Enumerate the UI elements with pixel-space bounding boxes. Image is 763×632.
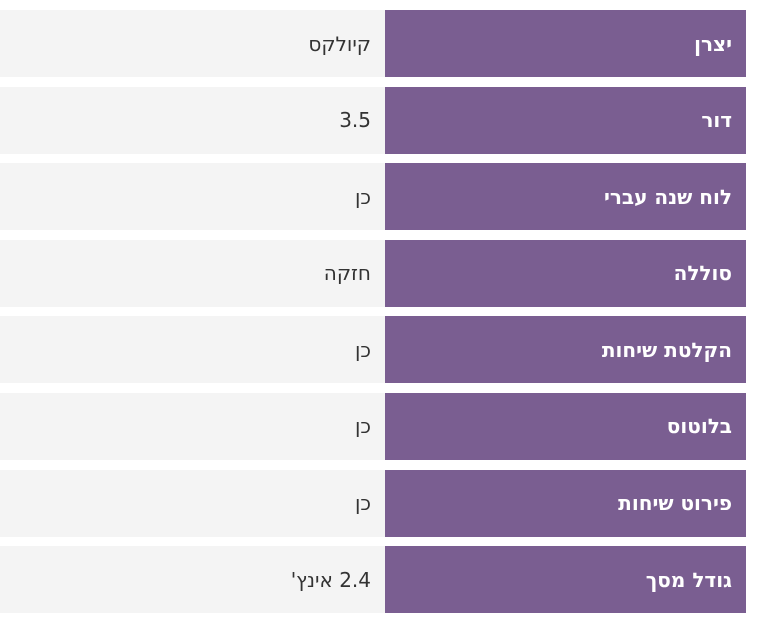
spec-label: הקלטת שיחות bbox=[385, 316, 746, 384]
spec-row: לוח שנה עברי כן bbox=[0, 163, 746, 231]
spec-table: יצרן קיולקס דור 3.5 לוח שנה עברי כן סוללה חזקה ה… bbox=[0, 10, 746, 623]
spec-value: 3.5 bbox=[0, 86, 385, 154]
spec-row: פירוט שיחות כן bbox=[0, 469, 746, 537]
spec-row: יצרן קיולקס bbox=[0, 10, 746, 77]
spec-value: כן bbox=[0, 469, 385, 537]
spec-label: יצרן bbox=[385, 10, 746, 77]
spec-value: כן bbox=[0, 163, 385, 231]
spec-label: פירוט שיחות bbox=[385, 469, 746, 537]
spec-value: חזקה bbox=[0, 239, 385, 307]
spec-label: בלוטוס bbox=[385, 392, 746, 460]
spec-value: כן bbox=[0, 392, 385, 460]
spec-value: כן bbox=[0, 316, 385, 384]
spec-label: סוללה bbox=[385, 239, 746, 307]
spec-row: סוללה חזקה bbox=[0, 239, 746, 307]
spec-label: דור bbox=[385, 86, 746, 154]
spec-row: הקלטת שיחות כן bbox=[0, 316, 746, 384]
spec-row: בלוטוס כן bbox=[0, 392, 746, 460]
spec-row: דור 3.5 bbox=[0, 86, 746, 154]
spec-value: 2.4 אינץ' bbox=[0, 546, 385, 614]
spec-label: גודל מסך bbox=[385, 546, 746, 614]
spec-value: קיולקס bbox=[0, 10, 385, 77]
spec-label: לוח שנה עברי bbox=[385, 163, 746, 231]
spec-row: גודל מסך 2.4 אינץ' bbox=[0, 546, 746, 614]
